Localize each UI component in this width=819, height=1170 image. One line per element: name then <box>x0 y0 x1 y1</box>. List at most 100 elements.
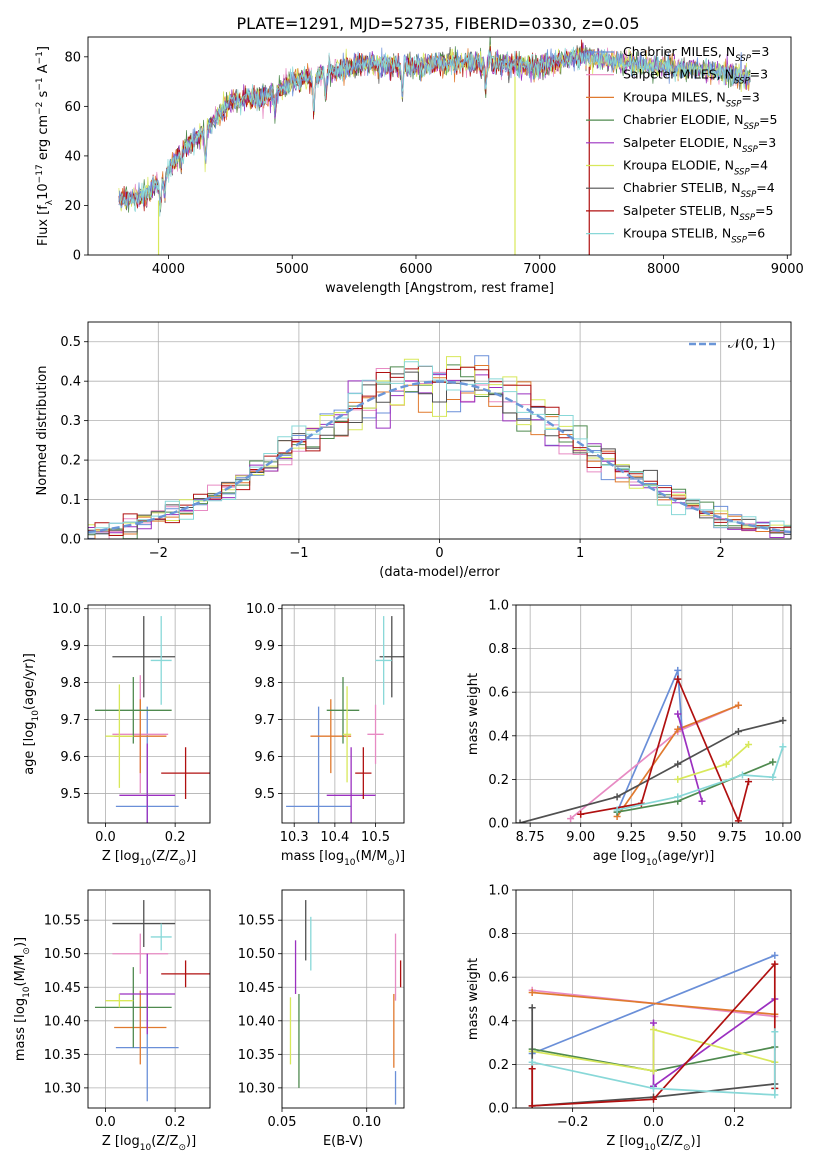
x-tick-label: 2 <box>717 546 725 561</box>
y-tick-label: 9.7 <box>60 713 81 728</box>
massweight-marker <box>734 727 742 735</box>
y-tick-label: 10.55 <box>44 914 81 929</box>
massweight-marker <box>674 666 682 674</box>
massweight-marker <box>738 771 746 779</box>
y-tick-label: 60 <box>64 100 81 115</box>
x-tick-label: 4000 <box>152 262 185 277</box>
massweight-marker <box>698 797 706 805</box>
y-tick-label: 10.45 <box>238 981 275 996</box>
axes-frame <box>87 321 792 540</box>
massweight-marker <box>771 951 779 959</box>
errorbar-point <box>367 704 384 764</box>
x-tick-label: 0.10 <box>352 1115 381 1130</box>
y-tick-label: 9.6 <box>254 750 275 765</box>
x-axis-label: mass [log10(M/M⊙)] <box>281 849 405 868</box>
y-tick-label: 10.30 <box>44 1081 81 1096</box>
massweight-marker <box>769 758 777 766</box>
errorbar-point <box>94 677 172 744</box>
legend-entry: Chabrier STELIB, NSSP=4 <box>623 180 775 200</box>
y-tick-label: 0.0 <box>60 533 81 548</box>
massweight-marker <box>528 1065 536 1073</box>
y-tick-label: 10.50 <box>44 947 81 962</box>
y-tick-label: 10.40 <box>238 1014 275 1029</box>
x-tick-label: 0.2 <box>724 1115 745 1130</box>
y-tick-label: 1.0 <box>488 884 509 899</box>
massweight-series-8 <box>532 1031 776 1096</box>
legend-entry: Salpeter ELODIE, NSSP=3 <box>623 135 776 155</box>
residuals-panel: −2 −1 0 1 2 0.0 0.1 0.2 0.3 0.4 0.5 (data-model)/er… <box>35 321 792 580</box>
massweight-marker <box>745 741 753 749</box>
spectrum-lines <box>118 37 751 255</box>
massweight_vs_age-panel: 8.75 9.00 9.25 9.50 9.75 10.00 0.0 0.2 0.4 0.6 0.8… <box>466 599 802 869</box>
x-tick-label: 10.5 <box>361 830 390 845</box>
massweight-series-4 <box>652 998 776 1088</box>
y-axis-label: mass weight <box>466 673 481 755</box>
legend-entry: Kroupa ELODIE, NSSP=4 <box>623 158 768 178</box>
massweight-marker <box>722 760 730 768</box>
x-tick-label: 0.0 <box>95 830 116 845</box>
x-tick-label: 0.2 <box>165 1115 186 1130</box>
errorbar-point <box>119 953 176 1035</box>
x-tick-label: 9.75 <box>718 830 747 845</box>
y-tick-label: 0.3 <box>60 414 81 429</box>
y-tick-label: 0.8 <box>488 927 509 942</box>
errorbar-point <box>114 990 167 1065</box>
massweight-marker <box>771 1091 779 1099</box>
x-axis-label: Z [log10(Z/Z⊙)] <box>102 1134 196 1153</box>
massweight-marker <box>745 778 753 786</box>
axes-frame <box>515 889 792 1109</box>
errorbar-point <box>310 699 352 774</box>
errorbar-point <box>161 747 210 799</box>
age_vs_mass-errorbars <box>286 616 404 823</box>
errorbar-point <box>94 967 172 1048</box>
massweight-marker <box>674 675 682 683</box>
errorbar-point <box>326 677 360 744</box>
axes-frame <box>87 889 211 1109</box>
figure-title: PLATE=1291, MJD=52735, FIBERID=0330, z=0… <box>236 14 639 33</box>
massweight-marker <box>528 1004 536 1012</box>
x-tick-label: 10.3 <box>280 830 309 845</box>
legend-entry: Kroupa STELIB, NSSP=6 <box>623 226 765 246</box>
x-tick-label: 0.05 <box>268 1115 297 1130</box>
y-tick-label: 10.0 <box>52 602 81 617</box>
y-tick-label: 10.35 <box>238 1048 275 1063</box>
y-tick-label: 0.0 <box>488 1102 509 1117</box>
errorbar-point <box>105 684 134 788</box>
y-tick-label: 9.8 <box>254 676 275 691</box>
massweight-marker <box>528 1102 536 1108</box>
x-tick-label: 9.25 <box>617 830 646 845</box>
axes-frame <box>87 604 211 824</box>
legend-entry: Chabrier ELODIE, NSSP=5 <box>623 112 778 132</box>
y-tick-label: 0.4 <box>488 1014 509 1029</box>
massweight-marker <box>674 725 682 733</box>
x-tick-label: 5000 <box>276 262 309 277</box>
y-tick-label: 9.7 <box>254 713 275 728</box>
errorbar-point <box>150 923 172 951</box>
axes-frame <box>281 604 405 824</box>
x-axis-label: age [log10(age/yr)] <box>593 849 715 868</box>
y-tick-label: 0.8 <box>488 642 509 657</box>
x-tick-label: 0.0 <box>643 1115 664 1130</box>
y-axis-label: mass weight <box>466 958 481 1040</box>
massweight-marker <box>613 793 621 801</box>
y-tick-label: 0.1 <box>60 493 81 508</box>
mass_vs_ebv-panel: 0.05 0.10 10.30 10.35 10.40 10.45 10.50 10.55 E(… <box>238 889 405 1149</box>
x-tick-label: 10.4 <box>320 830 349 845</box>
massweight-marker <box>650 1067 657 1075</box>
massweight-series-5 <box>532 1028 776 1072</box>
errorbar-point <box>375 616 392 705</box>
massweight-marker <box>674 775 682 783</box>
y-tick-label: 80 <box>64 50 81 65</box>
massweight_vs_age-lines <box>516 666 787 823</box>
y-tick-label: 10.50 <box>238 947 275 962</box>
massweight-series-0 <box>531 954 776 1055</box>
spectrum-series-8 <box>118 46 751 217</box>
histogram-series-8 <box>88 361 791 534</box>
massweight-marker <box>613 806 621 814</box>
y-tick-label: 0.0 <box>488 817 509 832</box>
mass_vs_Z-panel: 0.0 0.2 10.30 10.35 10.40 10.45 10.50 10.55 Z [l… <box>13 889 211 1153</box>
y-tick-label: 0.2 <box>60 454 81 469</box>
errorbar-point <box>112 616 176 698</box>
y-tick-label: 9.5 <box>254 787 275 802</box>
massweight-marker <box>674 760 682 768</box>
